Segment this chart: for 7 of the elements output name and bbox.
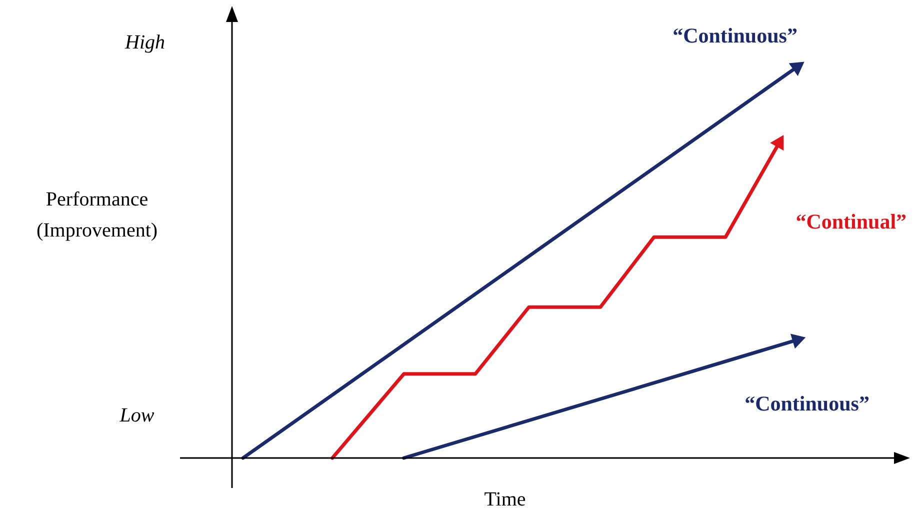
y-axis-title: Performance (Improvement) xyxy=(36,188,158,242)
series-label: “Continuous” xyxy=(744,391,870,416)
text: High xyxy=(124,31,165,54)
x-axis-title: Time xyxy=(484,488,526,510)
series-label: “Continuous” xyxy=(672,23,798,48)
text: “Continual” xyxy=(796,209,907,234)
text: Low xyxy=(118,404,155,426)
